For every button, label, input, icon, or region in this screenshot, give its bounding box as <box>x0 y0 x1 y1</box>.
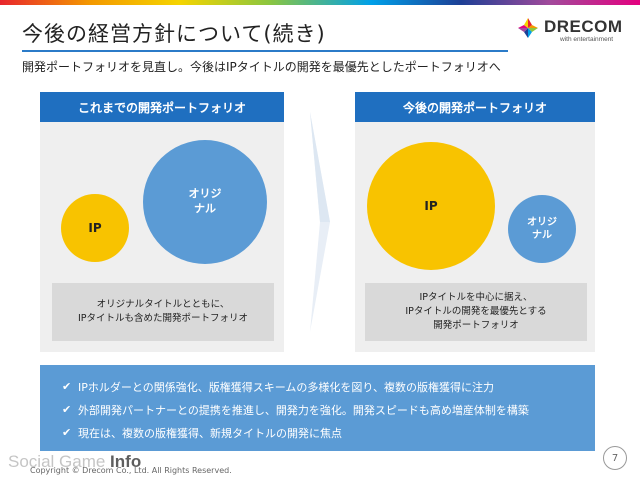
slide-subtitle: 開発ポートフォリオを見直し。今後はIPタイトルの開発を最優先としたポートフォリオ… <box>22 60 501 74</box>
future-caption-line2: IPタイトルの開発を最優先とする <box>405 306 547 318</box>
summary-box: ✔ IPホルダーとの関係強化、版権獲得スキームの多様化を図り、複数の版権獲得に注… <box>40 365 595 451</box>
slide-title: 今後の経営方針について(続き) <box>22 22 326 46</box>
copyright-text: Copyright © Drecom Co., Ltd. All Rights … <box>30 466 232 475</box>
past-caption-line1: オリジナルタイトルとともに、 <box>96 299 230 311</box>
past-original-circle: オリジ ナル <box>143 140 267 264</box>
bullet-text: 現在は、複数の版権獲得、新規タイトルの開発に焦点 <box>78 426 342 440</box>
future-caption-line3: 開発ポートフォリオ <box>433 319 519 331</box>
logo-subtext: with entertainment <box>560 36 614 43</box>
title-underline <box>22 50 508 52</box>
past-ip-circle: IP <box>61 194 129 262</box>
past-portfolio-caption: オリジナルタイトルとともに、 IPタイトルも含めた開発ポートフォリオ <box>52 283 274 341</box>
future-original-label: オリジ ナル <box>527 216 557 242</box>
summary-bullet: ✔ 現在は、複数の版権獲得、新規タイトルの開発に焦点 <box>62 421 595 444</box>
bullet-text: 外部開発パートナーとの提携を推進し、開発力を強化。開発スピードも高め増産体制を構… <box>78 403 529 417</box>
future-portfolio-header: 今後の開発ポートフォリオ <box>355 92 595 122</box>
drecom-logo: DRECOM with entertainment <box>516 16 622 48</box>
future-portfolio-caption: IPタイトルを中心に据え、 IPタイトルの開発を最優先とする 開発ポートフォリオ <box>365 283 587 341</box>
watermark-text-b: Info <box>110 452 142 471</box>
drecom-logo-icon <box>516 16 540 40</box>
watermark: Social Game Info <box>8 452 141 472</box>
check-icon: ✔ <box>62 403 72 416</box>
check-icon: ✔ <box>62 380 72 393</box>
past-caption-line2: IPタイトルも含めた開発ポートフォリオ <box>77 313 249 324</box>
summary-bullet: ✔ IPホルダーとの関係強化、版権獲得スキームの多様化を図り、複数の版権獲得に注… <box>62 375 595 398</box>
past-portfolio-header: これまでの開発ポートフォリオ <box>40 92 284 122</box>
summary-bullet: ✔ 外部開発パートナーとの提携を推進し、開発力を強化。開発スピードも高め増産体制… <box>62 398 595 421</box>
transition-arrow-icon <box>310 112 330 332</box>
past-original-label: オリジ ナル <box>188 187 222 215</box>
future-caption-line1: IPタイトルを中心に据え、 <box>419 292 533 304</box>
page-number: 7 <box>603 446 627 470</box>
future-original-circle: オリジ ナル <box>508 195 576 263</box>
check-icon: ✔ <box>62 426 72 439</box>
future-ip-label: IP <box>424 199 438 213</box>
future-ip-circle: IP <box>367 142 495 270</box>
past-ip-label: IP <box>88 221 102 235</box>
top-color-stripe <box>0 0 640 5</box>
watermark-text-a: Social Game <box>8 452 111 471</box>
bullet-text: IPホルダーとの関係強化、版権獲得スキームの多様化を図り、複数の版権獲得に注力 <box>78 380 494 394</box>
logo-text: DRECOM <box>544 17 623 36</box>
